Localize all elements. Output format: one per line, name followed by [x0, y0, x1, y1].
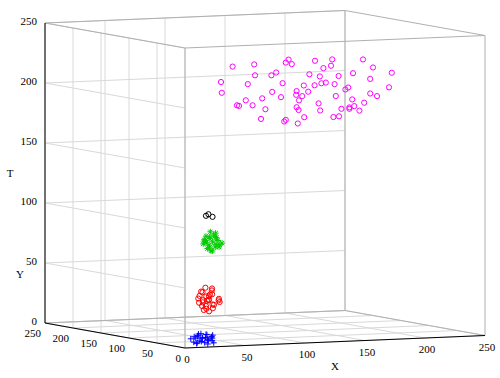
svg-text:50: 50: [26, 255, 38, 267]
svg-text:200: 200: [21, 75, 38, 87]
svg-text:100: 100: [21, 195, 38, 207]
svg-text:100: 100: [299, 348, 316, 360]
svg-text:200: 200: [53, 332, 70, 344]
svg-text:150: 150: [21, 135, 38, 147]
svg-text:250: 250: [479, 341, 492, 353]
svg-text:50: 50: [242, 351, 254, 363]
svg-text:0: 0: [32, 315, 38, 327]
svg-text:150: 150: [81, 337, 98, 349]
svg-text:X: X: [331, 360, 339, 372]
svg-text:Y: Y: [16, 268, 24, 280]
svg-text:250: 250: [25, 327, 42, 339]
svg-text:50: 50: [142, 347, 154, 359]
svg-text:150: 150: [359, 346, 376, 358]
svg-text:200: 200: [419, 343, 436, 355]
svg-text:100: 100: [109, 342, 126, 354]
svg-text:0: 0: [176, 352, 182, 364]
svg-text:T: T: [8, 167, 14, 179]
svg-text:0: 0: [184, 353, 190, 365]
svg-text:250: 250: [21, 15, 38, 27]
